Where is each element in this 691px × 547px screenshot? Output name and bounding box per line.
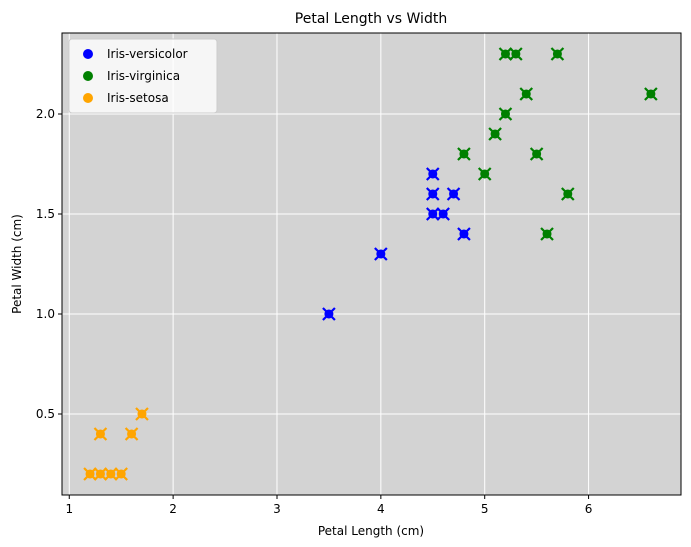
data-point [561, 187, 575, 201]
data-point [529, 147, 544, 161]
point-cross [457, 227, 471, 241]
data-point [457, 227, 471, 241]
point-cross [93, 427, 108, 441]
legend-item: Iris-setosa [83, 91, 169, 105]
data-point [83, 467, 97, 481]
data-point [374, 247, 388, 261]
point-cross [561, 187, 575, 201]
data-point [135, 407, 149, 421]
point-cross [540, 227, 554, 241]
point-cross [519, 87, 534, 101]
point-cross [93, 467, 108, 481]
x-tick-label: 1 [65, 502, 73, 516]
legend-marker [83, 71, 93, 81]
data-point [425, 187, 440, 201]
grid-lines [62, 33, 681, 495]
data-point [425, 167, 440, 181]
point-cross [498, 107, 513, 121]
x-ticks: 1 2 3 4 5 6 [65, 495, 592, 516]
legend-label: Iris-versicolor [107, 47, 188, 61]
legend-item: Iris-versicolor [83, 47, 188, 61]
point-cross [322, 307, 336, 321]
legend-marker [83, 93, 93, 103]
x-tick-label: 5 [481, 502, 489, 516]
x-tick-label: 6 [585, 502, 593, 516]
point-cross [104, 467, 118, 481]
legend-marker [83, 49, 93, 59]
data-point [488, 127, 502, 141]
data-point [457, 147, 471, 161]
axes [61, 32, 682, 496]
legend-item: Iris-virginica [83, 69, 180, 83]
point-cross [498, 47, 513, 61]
point-cross [457, 147, 471, 161]
x-tick-label: 4 [377, 502, 385, 516]
axes-frame [61, 32, 682, 496]
x-axis-label: Petal Length (cm) [318, 524, 424, 538]
y-tick-label: 1.0 [36, 307, 55, 321]
y-ticks: 0.5 1.0 1.5 2.0 [36, 107, 62, 421]
data-point [498, 107, 513, 121]
x-tick-label: 3 [273, 502, 281, 516]
point-cross [425, 167, 440, 181]
data-point [436, 207, 450, 221]
y-tick-label: 2.0 [36, 107, 55, 121]
point-cross [509, 47, 523, 61]
legend-label: Iris-virginica [107, 69, 180, 83]
data-point [446, 187, 461, 201]
point-cross [446, 187, 461, 201]
data-points [83, 47, 658, 481]
data-point [509, 47, 523, 61]
data-point [644, 87, 658, 101]
point-cross [529, 147, 544, 161]
data-point [322, 307, 336, 321]
legend: Iris-versicolor Iris-virginica Iris-setosa [68, 38, 218, 114]
data-point [498, 47, 513, 61]
chart-title: Petal Length vs Width [295, 11, 447, 27]
point-cross [135, 407, 149, 421]
data-point [540, 227, 554, 241]
data-point [124, 427, 139, 441]
legend-label: Iris-setosa [107, 91, 169, 105]
y-tick-label: 1.5 [36, 207, 55, 221]
data-point [93, 467, 108, 481]
data-point [519, 87, 534, 101]
y-axis-label: Petal Width (cm) [10, 214, 24, 314]
point-cross [477, 167, 492, 181]
legend-box [68, 38, 218, 114]
data-point [550, 47, 565, 61]
y-tick-label: 0.5 [36, 407, 55, 421]
point-cross [425, 187, 440, 201]
data-point [104, 467, 118, 481]
point-cross [374, 247, 388, 261]
point-cross [550, 47, 565, 61]
point-cross [83, 467, 97, 481]
point-cross [425, 207, 440, 221]
data-point [93, 427, 108, 441]
point-cross [124, 427, 139, 441]
data-point [425, 207, 440, 221]
data-point [477, 167, 492, 181]
point-cross [114, 467, 128, 481]
point-cross [644, 87, 658, 101]
point-cross [436, 207, 450, 221]
x-tick-label: 2 [169, 502, 177, 516]
data-point [114, 467, 128, 481]
point-cross [488, 127, 502, 141]
